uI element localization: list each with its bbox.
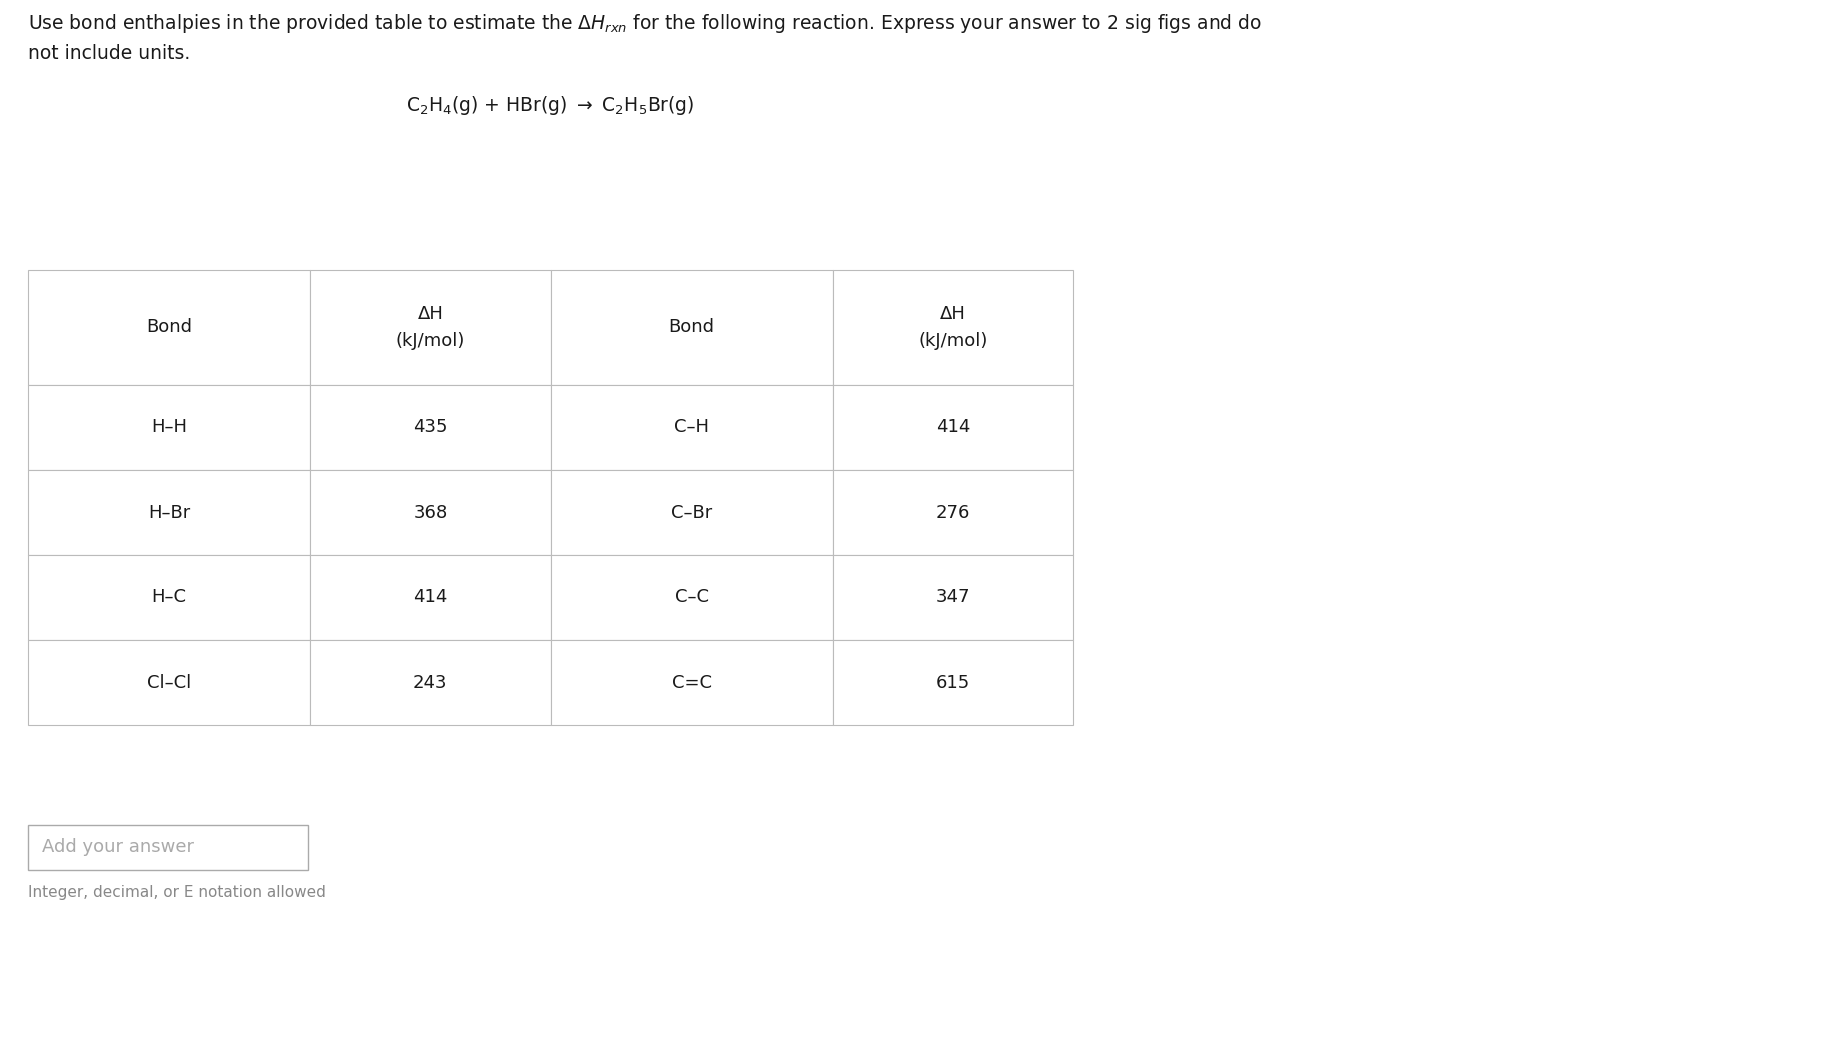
Text: C–Br: C–Br xyxy=(671,504,711,522)
Bar xyxy=(311,270,551,385)
Text: 243: 243 xyxy=(414,673,448,691)
Text: H–H: H–H xyxy=(151,419,187,437)
Bar xyxy=(551,470,833,555)
Text: 414: 414 xyxy=(414,588,447,607)
Bar xyxy=(311,555,551,640)
Bar xyxy=(833,470,1073,555)
Bar xyxy=(833,555,1073,640)
Text: 276: 276 xyxy=(936,504,970,522)
Text: C=C: C=C xyxy=(671,673,711,691)
Bar xyxy=(28,555,311,640)
Bar xyxy=(833,270,1073,385)
Text: Use bond enthalpies in the provided table to estimate the $\Delta H_{rxn}$ for t: Use bond enthalpies in the provided tabl… xyxy=(28,12,1263,35)
Text: ΔH
(kJ/mol): ΔH (kJ/mol) xyxy=(919,305,987,349)
Text: 435: 435 xyxy=(414,419,448,437)
Bar xyxy=(833,385,1073,470)
Text: ΔH
(kJ/mol): ΔH (kJ/mol) xyxy=(395,305,465,349)
Text: H–C: H–C xyxy=(151,588,187,607)
Text: 368: 368 xyxy=(414,504,447,522)
Bar xyxy=(311,470,551,555)
Text: Add your answer: Add your answer xyxy=(42,838,195,856)
Bar xyxy=(311,385,551,470)
Text: 414: 414 xyxy=(936,419,970,437)
Text: Cl–Cl: Cl–Cl xyxy=(147,673,191,691)
Bar xyxy=(551,270,833,385)
Text: Bond: Bond xyxy=(669,319,715,337)
Bar xyxy=(28,825,309,870)
Bar xyxy=(833,640,1073,725)
Text: C$_2$H$_4$(g) + HBr(g) $\rightarrow$ C$_2$H$_5$Br(g): C$_2$H$_4$(g) + HBr(g) $\rightarrow$ C$_… xyxy=(406,94,695,117)
Bar xyxy=(551,640,833,725)
Bar xyxy=(551,555,833,640)
Bar xyxy=(551,385,833,470)
Text: C–C: C–C xyxy=(675,588,709,607)
Text: not include units.: not include units. xyxy=(28,44,191,63)
Bar xyxy=(28,640,311,725)
Bar xyxy=(28,385,311,470)
Bar xyxy=(28,470,311,555)
Text: 615: 615 xyxy=(936,673,970,691)
Text: Bond: Bond xyxy=(145,319,193,337)
Text: Integer, decimal, or E notation allowed: Integer, decimal, or E notation allowed xyxy=(28,885,325,901)
Text: H–Br: H–Br xyxy=(147,504,189,522)
Text: C–H: C–H xyxy=(675,419,709,437)
Bar xyxy=(28,270,311,385)
Bar xyxy=(311,640,551,725)
Text: 347: 347 xyxy=(936,588,970,607)
